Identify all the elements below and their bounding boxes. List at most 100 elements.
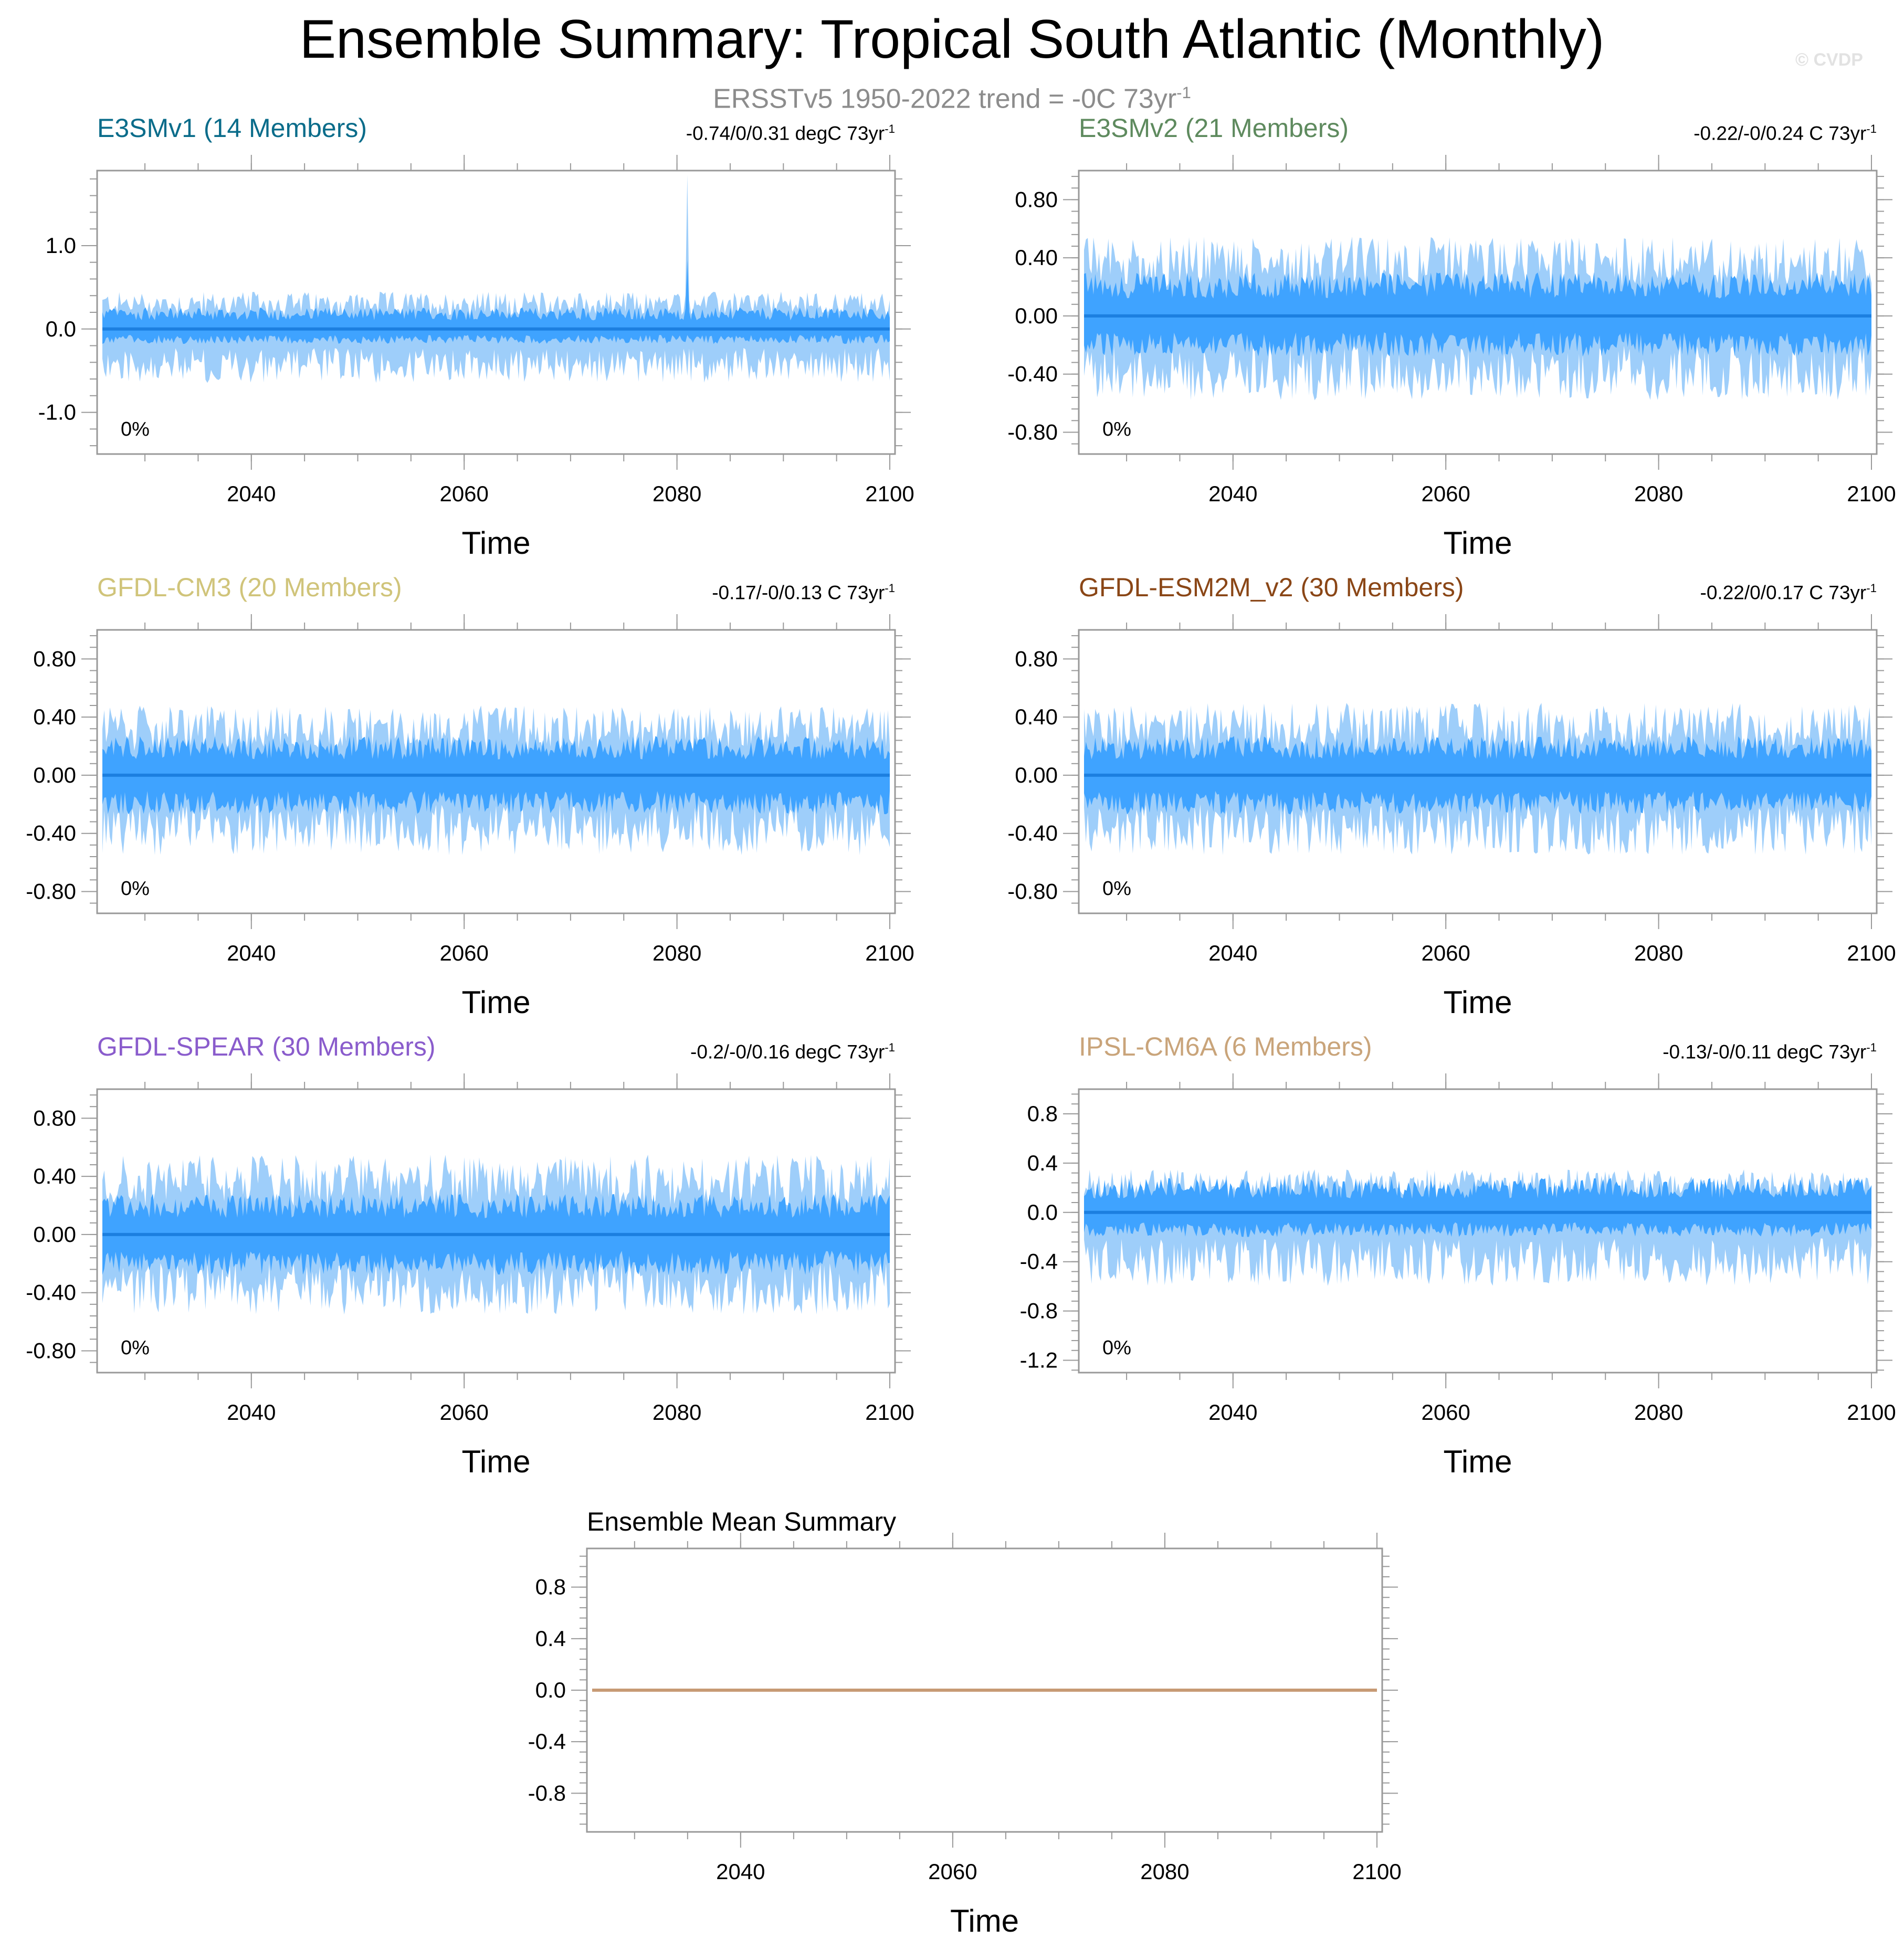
x-tick-label: 2080: [1634, 941, 1683, 965]
y-tick-label: 0.40: [33, 1164, 76, 1188]
y-tick-label: -0.40: [26, 1280, 76, 1305]
panel-trend-label: -0.74/0/0.31 degC 73yr-1: [686, 122, 895, 144]
x-tick-label: 2100: [865, 1400, 914, 1425]
trend-exponent: -1: [885, 1041, 895, 1054]
y-tick-label: 0.80: [33, 646, 76, 671]
trend-exponent: -1: [885, 122, 895, 135]
panel-trend-label: -0.2/-0/0.16 degC 73yr-1: [690, 1041, 895, 1063]
y-tick-label: -1.2: [1020, 1348, 1058, 1373]
panel-title: GFDL-CM3 (20 Members): [97, 573, 402, 602]
trend-exponent: -1: [885, 582, 895, 595]
subtitle-text: ERSSTv5 1950-2022 trend = -0C 73yr: [713, 83, 1177, 114]
chart-svg: 2040 2060 2080 2100 -0.80 -0.40 0.00 0.40 0.80 0%: [26, 1073, 914, 1425]
y-tick-label: 0.0: [1027, 1200, 1058, 1225]
x-tick-label: 2040: [227, 1400, 276, 1425]
panel-gfdl-cm3: GFDL-CM3 (20 Members) -0.17/-0/0.13 C 73y…: [26, 573, 914, 1020]
x-tick-label: 2100: [1847, 481, 1896, 506]
x-tick-label: 2100: [865, 481, 914, 506]
y-tick-label: 0.00: [1015, 303, 1058, 328]
y-tick-label: 0.4: [535, 1626, 566, 1651]
y-tick-label: -0.80: [26, 879, 76, 903]
panel-title: GFDL-ESM2M_v2 (30 Members): [1079, 573, 1464, 602]
x-tick-label: 2080: [1634, 481, 1683, 506]
percent-label: 0%: [121, 418, 150, 440]
spread-inner-band: [102, 259, 890, 344]
y-tick-label: -0.4: [528, 1729, 566, 1754]
x-tick-label: 2100: [1847, 941, 1896, 965]
chart-svg: 2040 2060 2080 2100 -0.80 -0.40 0.00 0.40 0.80 0%: [1007, 614, 1896, 965]
plot-frame: [1078, 629, 1878, 914]
x-tick-label: 2040: [716, 1859, 765, 1884]
y-tick-label: -0.40: [26, 821, 76, 846]
panel-trend-label: -0.17/-0/0.13 C 73yr-1: [712, 582, 895, 604]
x-tick-label: 2060: [928, 1859, 977, 1884]
chart-svg: 2040 2060 2080 2100 -0.80 -0.40 0.00 0.40 0.80 0%: [26, 614, 914, 965]
x-tick-label: 2060: [439, 941, 488, 965]
percent-label: 0%: [1102, 1337, 1131, 1359]
trend-exponent: -1: [1866, 582, 1877, 595]
y-tick-label: -0.80: [1007, 419, 1058, 444]
chart-svg: 2040 2060 2080 2100 -0.8 -0.4 0.0 0.4 0.8: [528, 1533, 1402, 1884]
panel-title: Ensemble Mean Summary: [587, 1507, 897, 1536]
y-tick-label: 0.00: [33, 763, 76, 787]
y-tick-label: 1.0: [46, 233, 76, 258]
x-tick-label: 2080: [653, 481, 701, 506]
x-axis-label: Time: [461, 525, 531, 561]
percent-label: 0%: [1102, 418, 1131, 440]
y-tick-label: 0.80: [1015, 646, 1058, 671]
subtitle-exponent: -1: [1176, 83, 1191, 102]
x-axis-label: Time: [1443, 985, 1512, 1020]
x-axis-label: Time: [461, 985, 531, 1020]
panel-e3smv2: E3SMv2 (21 Members) -0.22/-0/0.24 C 73yr-…: [1007, 113, 1896, 561]
y-tick-label: -0.80: [26, 1338, 76, 1363]
panel-e3smv1: E3SMv1 (14 Members) -0.74/0/0.31 degC 73y…: [38, 113, 914, 561]
panel-ensemble-mean: Ensemble Mean Summary 2040 2060 2080 2100 -0.…: [528, 1507, 1402, 1938]
trend-exponent: -1: [1866, 1041, 1877, 1054]
x-tick-label: 2060: [1421, 1400, 1470, 1425]
panel-ipsl-cm6a: IPSL-CM6A (6 Members) -0.13/-0/0.11 degC …: [1020, 1032, 1896, 1479]
y-tick-label: 0.0: [46, 317, 76, 341]
panel-title: IPSL-CM6A (6 Members): [1079, 1032, 1372, 1061]
y-tick-label: -0.40: [1007, 821, 1058, 846]
trend-text: -0.22/0/0.17 C 73yr: [1700, 582, 1867, 604]
x-tick-label: 2040: [227, 941, 276, 965]
percent-label: 0%: [121, 878, 150, 900]
y-tick-label: 0.80: [33, 1105, 76, 1130]
x-tick-label: 2100: [1847, 1400, 1896, 1425]
trend-text: -0.2/-0/0.16 degC 73yr: [690, 1041, 885, 1063]
y-tick-label: 0.4: [1027, 1151, 1058, 1175]
x-axis-label: Time: [461, 1444, 531, 1479]
plot-frame: [1078, 170, 1878, 455]
x-tick-label: 2040: [1208, 1400, 1257, 1425]
x-tick-label: 2080: [1140, 1859, 1189, 1884]
plot-frame: [1078, 1088, 1878, 1374]
chart-svg: 2040 2060 2080 2100 -1.0 0.0 1.0 0%: [38, 155, 914, 506]
page-title: Ensemble Summary: Tropical South Atlanti…: [299, 9, 1605, 70]
panel-trend-label: -0.22/-0/0.24 C 73yr-1: [1693, 122, 1877, 144]
chart-svg: 2040 2060 2080 2100 -1.2 -0.8 -0.4 0.0 0.4 0.8 0%: [1020, 1073, 1896, 1425]
y-tick-label: 0.8: [535, 1575, 566, 1599]
trend-text: -0.74/0/0.31 degC 73yr: [686, 122, 885, 144]
panel-title: E3SMv2 (21 Members): [1079, 113, 1349, 143]
y-tick-label: -0.40: [1007, 362, 1058, 386]
trend-exponent: -1: [1866, 122, 1877, 135]
x-tick-label: 2060: [439, 1400, 488, 1425]
x-axis-label: Time: [1443, 525, 1512, 561]
x-tick-label: 2060: [1421, 941, 1470, 965]
plot-frame: [96, 629, 896, 914]
panel-gfdl-spear: GFDL-SPEAR (30 Members) -0.2/-0/0.16 degC…: [26, 1032, 914, 1479]
page-subtitle: ERSSTv5 1950-2022 trend = -0C 73yr-1: [0, 76, 1904, 115]
x-tick-label: 2080: [653, 1400, 701, 1425]
chart-svg: 2040 2060 2080 2100 -0.80 -0.40 0.00 0.40 0.80 0%: [1007, 155, 1896, 506]
y-tick-label: 0.00: [33, 1222, 76, 1247]
x-tick-label: 2060: [1421, 481, 1470, 506]
y-tick-label: -1.0: [38, 400, 76, 425]
y-tick-label: 0.0: [535, 1678, 566, 1702]
x-tick-label: 2100: [865, 941, 914, 965]
cvdp-watermark: © CVDP: [1795, 50, 1863, 70]
y-tick-label: 0.40: [1015, 245, 1058, 270]
y-tick-label: -0.8: [1020, 1299, 1058, 1323]
panel-title: GFDL-SPEAR (30 Members): [97, 1032, 436, 1061]
y-tick-label: -0.80: [1007, 879, 1058, 903]
percent-label: 0%: [121, 1337, 150, 1359]
